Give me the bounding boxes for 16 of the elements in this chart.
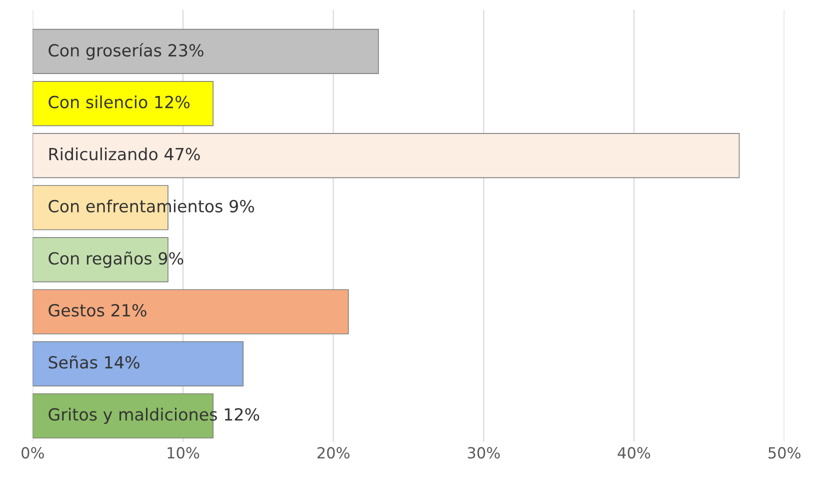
bar [32,341,244,386]
category-label: Señas 14% [48,355,140,369]
bar [32,289,349,334]
x-tick-label: 0% [22,447,44,459]
category-label: Con groserías 23% [48,43,204,60]
x-tick-label: 30% [468,447,500,459]
x-tick-label: 10% [168,447,200,459]
x-tick-label: 40% [618,447,650,459]
x-tick-label: 20% [317,447,350,459]
category-label: Ridiculizando 47% [49,148,200,160]
category-label: Gestos 21% [48,304,146,317]
category-label: Con silencio 12% [48,95,190,108]
bar [32,28,379,74]
bar [32,133,740,178]
bar [32,80,214,126]
x-tick-label: 50% [768,447,800,459]
